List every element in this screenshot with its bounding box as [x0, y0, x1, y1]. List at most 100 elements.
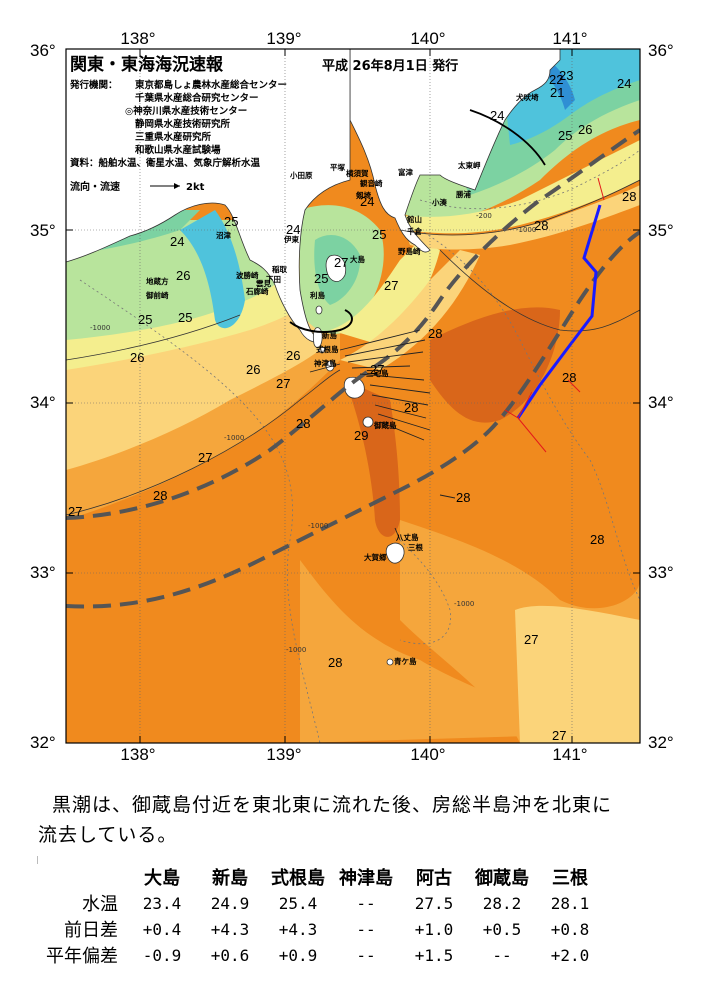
place-name: 神津島	[314, 358, 337, 368]
kuroshio-axis-south	[66, 230, 640, 609]
lat-label: 34°	[30, 393, 56, 412]
place-name: 大島	[350, 254, 365, 264]
kuroshio-axis-north	[66, 128, 640, 520]
isotherm-label: 28	[456, 490, 470, 505]
place-name: 大賀郷	[364, 552, 387, 562]
ocean-27-southeast	[515, 605, 640, 743]
current-arrow	[394, 527, 401, 541]
isotherm-label: 29	[354, 428, 368, 443]
column-header: 阿古	[416, 868, 452, 889]
isotherm-label: 27	[68, 504, 82, 519]
island-hachijojima	[385, 542, 405, 564]
table-cell: +1.5	[414, 945, 454, 965]
flow-legend-label: 流向・流速	[70, 180, 120, 193]
isotherm-label: 22	[549, 72, 563, 87]
depth-label: -200	[476, 212, 492, 220]
map-area	[66, 49, 640, 743]
place-name: 地蔵方	[146, 276, 169, 286]
lat-label: 34°	[648, 393, 674, 412]
place-name: 伊東	[283, 234, 299, 244]
isotherm-26-boso	[399, 179, 640, 236]
table-cell: 28.2	[482, 893, 522, 913]
table-cell: +2.0	[550, 945, 590, 965]
column-header: 式根島	[271, 868, 325, 889]
summary-text: 黒潮は、御蔵島付近を東北東に流れた後、房総半島沖を北東に 流去している。	[38, 790, 688, 850]
isotherm-label: 25	[314, 271, 328, 286]
isotherm-label: 28	[328, 655, 342, 670]
table-header-row: 大島 新島 式根島 神津島 阿古 御蔵島 三根	[36, 864, 604, 890]
table-cell: 23.4	[142, 893, 182, 913]
place-name: 稲取	[272, 264, 287, 274]
issue-date: 平成 26年8月1日 発行	[322, 58, 458, 74]
table-row: 前日差 +0.4 +4.3 +4.3 -- +1.0 +0.5 +0.8	[36, 916, 604, 942]
current-arrow	[439, 494, 456, 499]
place-name: 波勝崎	[236, 270, 259, 280]
isotherm-25-west	[66, 314, 241, 361]
place-names: 犬吠埼 太東岬 勝浦 小湊 館山 千倉 野島崎 平塚 横須賀 観音崎 富津 剱埼…	[145, 92, 539, 666]
summary-line: 流去している。	[38, 824, 178, 846]
place-name: 小田原	[290, 170, 313, 180]
agencies-label: 発行機関：	[69, 79, 118, 91]
divider-mark	[37, 856, 38, 864]
lat-label: 36°	[648, 41, 674, 60]
isotherm-label: 27	[384, 278, 398, 293]
isotherm-label: 26	[246, 362, 260, 377]
isotherm-label: 28	[534, 218, 548, 233]
column-header: 新島	[212, 868, 248, 889]
ocean-29-core	[345, 380, 400, 537]
table-cell: --	[356, 893, 376, 913]
isotherm-label: 26	[130, 350, 144, 365]
place-name: 勝浦	[456, 189, 471, 199]
table-cell: +0.9	[278, 945, 318, 965]
agency: 和歌山県水産試験場	[134, 144, 221, 156]
place-name: 観音崎	[360, 178, 383, 188]
lon-label: 141°	[552, 745, 587, 764]
agency: 静岡県水産技術研究所	[135, 118, 231, 130]
place-name: 御前崎	[145, 290, 169, 300]
table-cell: -0.9	[142, 945, 182, 965]
lat-labels: 36° 35° 34° 33° 32° 36° 35° 34° 33° 32°	[30, 41, 674, 752]
place-name: 石廊崎	[245, 286, 269, 296]
isotherm-label: 27	[524, 632, 538, 647]
place-name: 剱埼	[355, 190, 371, 200]
isotherm-label: 28	[622, 189, 636, 204]
track-vector	[567, 379, 581, 393]
ocean-27-izu	[340, 250, 480, 370]
place-name: 八丈島	[395, 532, 419, 542]
table-cell: +0.8	[550, 919, 590, 939]
row-label: 前日差	[64, 920, 118, 941]
land-kanto	[66, 49, 640, 253]
current-arrow	[377, 413, 431, 431]
sea-condition-map: 138° 139° 140° 141° 138° 139° 140° 141° …	[30, 29, 674, 764]
ocean-23-suruga	[180, 210, 245, 329]
isotherm-label: 28	[153, 488, 167, 503]
place-name: 犬吠埼	[516, 92, 539, 102]
flow-legend-unit: 2kt	[186, 182, 205, 193]
frame-ticks	[66, 49, 640, 743]
isotherm-label: 26	[286, 348, 300, 363]
agency: 三重県水産研究所	[135, 131, 212, 143]
isotherm-label: 28	[296, 416, 310, 431]
table-row: 平年偏差 -0.9 +0.6 +0.9 -- +1.5 -- +2.0	[36, 942, 604, 968]
island-toshima	[315, 305, 323, 315]
summary-line: 黒潮は、御蔵島付近を東北東に流れた後、房総半島沖を北東に	[52, 794, 613, 816]
place-name: 利島	[309, 290, 325, 300]
depth-labels: -1000 -200 -1000 -1000 -1000 -1000 -1000	[90, 212, 536, 654]
water-temperature-table: 大島 新島 式根島 神津島 阿古 御蔵島 三根 水温 23.4 24.9 25.…	[36, 864, 604, 968]
depth-label: -1000	[90, 324, 110, 332]
isotherm-label: 25	[178, 310, 192, 325]
island-mikurajima	[362, 416, 374, 428]
depth-label: -1000	[516, 226, 536, 234]
place-name: 野島崎	[398, 246, 421, 256]
isotherm-label: 28	[428, 326, 442, 341]
depth-contour-1000-hachijo	[399, 539, 452, 644]
lat-label: 35°	[30, 221, 56, 240]
lat-label: 32°	[648, 733, 674, 752]
lon-label: 138°	[120, 745, 155, 764]
column-header: 大島	[144, 868, 180, 889]
isotherm-label: 27	[334, 255, 348, 270]
current-arrow	[369, 384, 431, 394]
table-cell: --	[356, 919, 376, 939]
place-name: 千倉	[407, 226, 422, 236]
agency: 千葉県水産総合研究センター	[135, 92, 259, 104]
